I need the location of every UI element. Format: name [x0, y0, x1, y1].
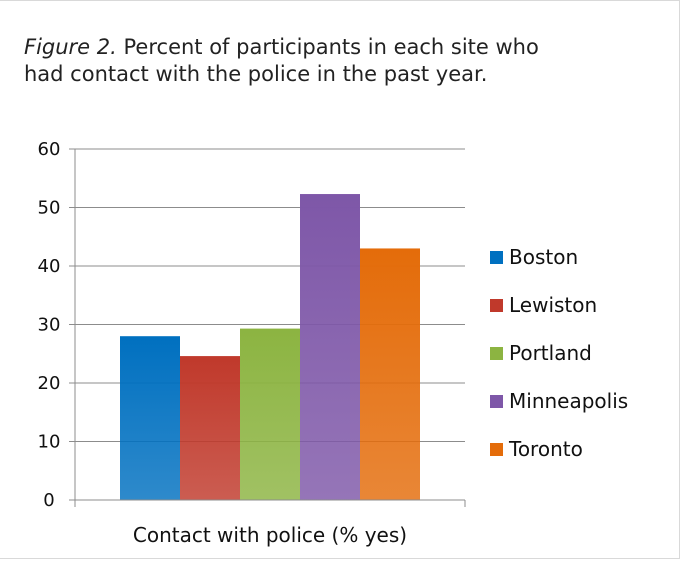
axes: [69, 148, 466, 507]
legend-label: Boston: [509, 245, 579, 269]
y-tick-label: 10: [38, 432, 61, 453]
bar-portland: [240, 328, 300, 500]
bars: [120, 194, 420, 501]
figure-label: Figure 2.: [24, 35, 117, 59]
legend-swatch: [490, 442, 503, 456]
x-axis-label: Contact with police (% yes): [133, 523, 407, 547]
legend-item-boston: Boston: [490, 233, 628, 281]
legend-swatch: [490, 346, 503, 360]
legend-item-portland: Portland: [490, 329, 628, 377]
legend-label: Portland: [509, 341, 592, 365]
bar-minneapolis: [300, 194, 360, 501]
y-tick-label: 60: [38, 139, 61, 160]
legend: Boston Lewiston Portland Minneapolis Toronto: [490, 233, 628, 473]
legend-label: Toronto: [509, 437, 583, 461]
bar-boston: [120, 336, 180, 500]
legend-item-lewiston: Lewiston: [490, 281, 628, 329]
legend-label: Lewiston: [509, 293, 598, 317]
y-tick-label: 20: [38, 373, 61, 394]
y-tick-label: 0: [43, 490, 54, 511]
y-tick-labels: 0 10 20 30 40 50 60: [38, 139, 61, 511]
legend-item-minneapolis: Minneapolis: [490, 377, 628, 425]
y-tick-label: 50: [38, 198, 61, 219]
chart-caption: Figure 2. Percent of participants in eac…: [24, 34, 584, 88]
legend-swatch: [490, 298, 503, 312]
bar-toronto: [360, 248, 420, 500]
legend-swatch: [490, 250, 503, 264]
y-tick-label: 40: [38, 256, 61, 277]
legend-label: Minneapolis: [509, 389, 629, 413]
legend-item-toronto: Toronto: [490, 425, 628, 473]
y-tick-label: 30: [38, 315, 61, 336]
caption-text: Percent of participants in each site who…: [24, 35, 539, 86]
bar-lewiston: [180, 356, 240, 500]
legend-swatch: [490, 394, 503, 408]
